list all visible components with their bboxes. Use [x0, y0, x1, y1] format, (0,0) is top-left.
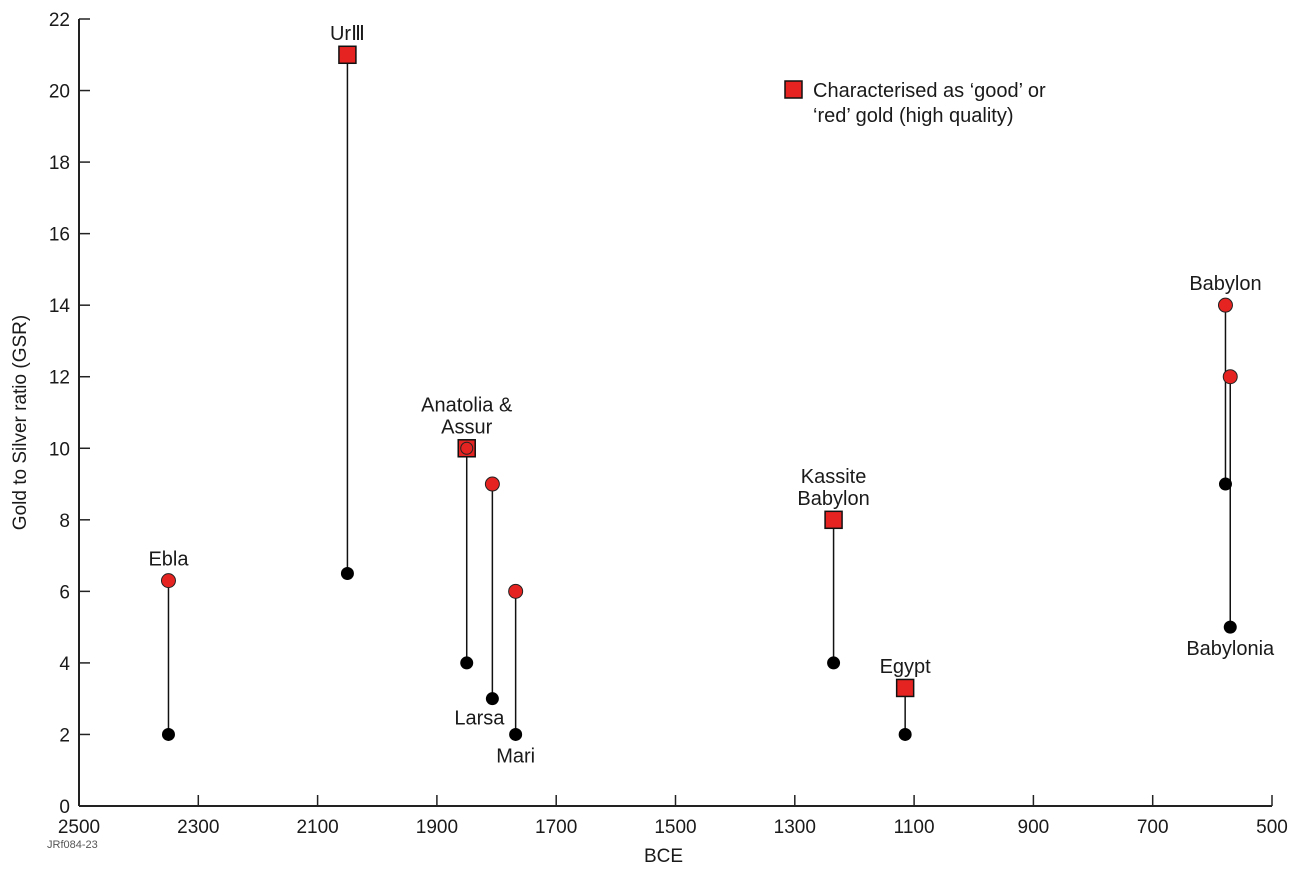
- high-marker: [824, 510, 843, 530]
- legend-text-line: ‘red’ gold (high quality): [813, 105, 1013, 127]
- high-marker: [895, 678, 915, 698]
- y-tick-label: 12: [49, 368, 70, 389]
- y-tick-label: 16: [49, 225, 70, 246]
- y-tick-label: 18: [49, 153, 70, 174]
- site-label-line: Babylonia: [1186, 638, 1275, 660]
- site-label: Egypt: [880, 656, 932, 678]
- x-tick-label: 1300: [774, 817, 816, 838]
- legend: Characterised as ‘good’ or ‘red’ gold (hi…: [784, 80, 1046, 127]
- site-label-line: Babylon: [797, 488, 869, 510]
- x-tick-label: 2500: [58, 817, 100, 838]
- site-label-line: Kassite: [801, 466, 867, 488]
- site-label-line: Mari: [496, 745, 535, 767]
- high-marker: [1217, 297, 1233, 313]
- high-marker: [484, 476, 500, 492]
- legend-marker: [784, 80, 803, 99]
- site-label-line: UrⅢ: [330, 23, 365, 45]
- low-marker: [1218, 477, 1232, 491]
- y-tick-label: 0: [59, 797, 70, 818]
- site-label-line: Assur: [441, 416, 492, 438]
- x-tick-label: 1900: [416, 817, 458, 838]
- legend-text: Characterised as ‘good’ or ‘red’ gold (hi…: [813, 80, 1046, 127]
- low-marker: [161, 727, 175, 741]
- site-label: Anatolia & Assur: [421, 394, 513, 438]
- y-tick-label: 10: [49, 439, 70, 460]
- site-label: Kassite Babylon: [797, 466, 869, 510]
- low-marker: [1223, 620, 1237, 634]
- high-marker-inner: [460, 441, 474, 455]
- low-marker: [340, 566, 354, 580]
- x-tick-label: 2300: [177, 817, 219, 838]
- y-tick-label: 6: [59, 582, 70, 603]
- axes: 0 2 4 6 8 10 12 14 16 18 20 22 2500 2300 2100 1900 1700 1…: [49, 10, 1288, 838]
- high-marker: [508, 583, 524, 599]
- low-marker: [509, 727, 523, 741]
- x-tick-label: 700: [1137, 817, 1169, 838]
- high-marker: [338, 45, 357, 65]
- high-marker: [160, 573, 176, 589]
- site-label-line: Babylon: [1189, 273, 1261, 295]
- x-tick-label: 1100: [894, 817, 935, 838]
- x-tick-label: 1500: [654, 817, 696, 838]
- site-label: Larsa: [454, 708, 505, 730]
- site-label-line: Larsa: [454, 708, 505, 730]
- site-label-line: Egypt: [880, 656, 932, 678]
- x-tick-label: 1700: [535, 817, 577, 838]
- low-marker: [827, 656, 841, 670]
- site-label-line: Anatolia &: [421, 394, 513, 416]
- x-axis-title: BCE: [644, 846, 683, 867]
- site-label: Babylonia: [1186, 638, 1275, 660]
- x-tick-label: 500: [1256, 817, 1288, 838]
- site-label: Ebla: [148, 549, 189, 571]
- x-tick-label: 2100: [296, 817, 338, 838]
- y-tick-label: 14: [49, 296, 71, 317]
- y-axis-title: Gold to Silver ratio (GSR): [10, 315, 31, 530]
- legend-text-line: Characterised as ‘good’ or: [813, 80, 1046, 102]
- site-label: UrⅢ: [330, 23, 365, 45]
- low-marker: [460, 656, 474, 670]
- high-marker: [1222, 369, 1238, 385]
- x-tick-label: 900: [1018, 817, 1050, 838]
- data-markers: [160, 45, 1238, 741]
- site-label: Babylon: [1189, 273, 1261, 295]
- y-tick-label: 4: [59, 654, 70, 675]
- site-label: Mari: [496, 745, 535, 767]
- low-marker: [898, 727, 912, 741]
- y-tick-label: 20: [49, 82, 70, 103]
- y-tick-label: 22: [49, 10, 70, 31]
- y-tick-label: 8: [59, 511, 70, 532]
- figure-credit: JRf084-23: [47, 839, 98, 851]
- range-lines: [167, 54, 1231, 735]
- y-tick-label: 2: [59, 725, 70, 746]
- low-marker: [485, 692, 499, 706]
- site-label-line: Ebla: [148, 549, 189, 571]
